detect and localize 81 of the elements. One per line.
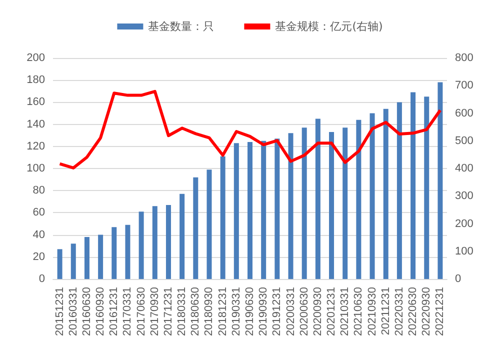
y-tick-label: 20 [32, 250, 45, 263]
y-tick-label: 80 [32, 184, 45, 197]
y2-tick-label: 800 [455, 52, 474, 64]
y2-tick-label: 600 [455, 107, 474, 120]
bar [274, 138, 280, 279]
x-tick-label: 20210331 [339, 287, 352, 336]
bar [248, 142, 252, 279]
y-tick-label: 120 [26, 140, 45, 152]
x-tick-label: 20171231 [162, 287, 174, 336]
bar [70, 244, 76, 279]
x-tick-label: 20220630 [407, 287, 420, 336]
bar [166, 204, 171, 279]
x-tick-label: 20200331 [284, 287, 297, 336]
bar [112, 227, 117, 279]
x-tick-label: 20221231 [434, 287, 446, 336]
bar [220, 156, 226, 279]
x-tick-label: 20190630 [244, 287, 256, 336]
y-tick-label: 160 [26, 96, 45, 108]
x-tick-label: 20160331 [67, 287, 80, 336]
y2-tick-label: 700 [455, 80, 474, 92]
y-tick-label: 60 [32, 206, 45, 219]
x-tick-label: 20190930 [258, 287, 270, 336]
bar [84, 237, 90, 279]
y-tick-label: 140 [26, 118, 45, 130]
y-tick-label: 100 [26, 162, 45, 174]
bar [98, 234, 104, 279]
y2-tick-label: 100 [455, 245, 474, 258]
x-tick-label: 20160930 [94, 287, 107, 336]
bar [356, 120, 362, 279]
x-tick-label: 20211231 [380, 287, 392, 336]
bar [342, 128, 348, 279]
bar [206, 170, 212, 279]
x-tick-label: 20210930 [366, 287, 378, 336]
x-tick-label: 20170930 [148, 287, 161, 336]
bar [234, 143, 239, 279]
bar [383, 108, 388, 279]
y2-tick-label: 400 [455, 162, 474, 174]
bar [180, 194, 185, 279]
x-tick-label: 20201231 [326, 287, 338, 336]
y-tick-label: 200 [26, 52, 45, 64]
bar [125, 224, 130, 279]
x-tick-label: 20180331 [176, 287, 188, 336]
y-tick-label: 40 [32, 228, 45, 241]
x-tick-label: 20220331 [393, 287, 406, 336]
x-tick-label: 20200930 [312, 287, 324, 336]
bar [288, 133, 294, 279]
bar [261, 140, 266, 279]
x-tick-label: 20180930 [203, 287, 216, 336]
legend-label: 基金数量：只 [148, 20, 214, 33]
y2-tick-label: 300 [455, 190, 474, 202]
x-tick-label: 20210630 [352, 287, 365, 336]
bar [329, 132, 334, 279]
y2-tick-label: 500 [455, 134, 474, 147]
x-tick-label: 20181231 [216, 287, 229, 336]
bar [138, 212, 144, 279]
x-tick-label: 20170630 [135, 287, 148, 336]
bar [438, 82, 443, 279]
x-tick-label: 20200630 [298, 287, 310, 336]
x-tick-label: 20161231 [108, 287, 120, 336]
x-tick-label: 20160630 [80, 287, 93, 336]
x-tick-label: 20151231 [54, 287, 66, 336]
bar [424, 96, 430, 279]
x-tick-label: 20220930 [420, 287, 433, 336]
line-series [58, 90, 442, 170]
bar [396, 102, 402, 279]
y-tick-label: 0 [38, 273, 45, 285]
bar [193, 177, 198, 279]
x-tick-label: 20180630 [190, 287, 202, 336]
x-tick-label: 20190331 [230, 287, 242, 336]
x-tick-label: 20170331 [122, 287, 134, 336]
legend-label: 基金规模：亿元(右轴) [275, 20, 383, 33]
y2-tick-label: 0 [455, 273, 462, 285]
y-tick-label: 180 [26, 74, 45, 86]
bar [315, 118, 320, 279]
bar [57, 249, 62, 279]
bar [410, 92, 416, 279]
x-tick-label: 20191231 [271, 287, 284, 336]
bar [152, 206, 158, 279]
bar [370, 113, 375, 279]
bar [302, 128, 307, 279]
y2-tick-label: 200 [455, 218, 474, 230]
